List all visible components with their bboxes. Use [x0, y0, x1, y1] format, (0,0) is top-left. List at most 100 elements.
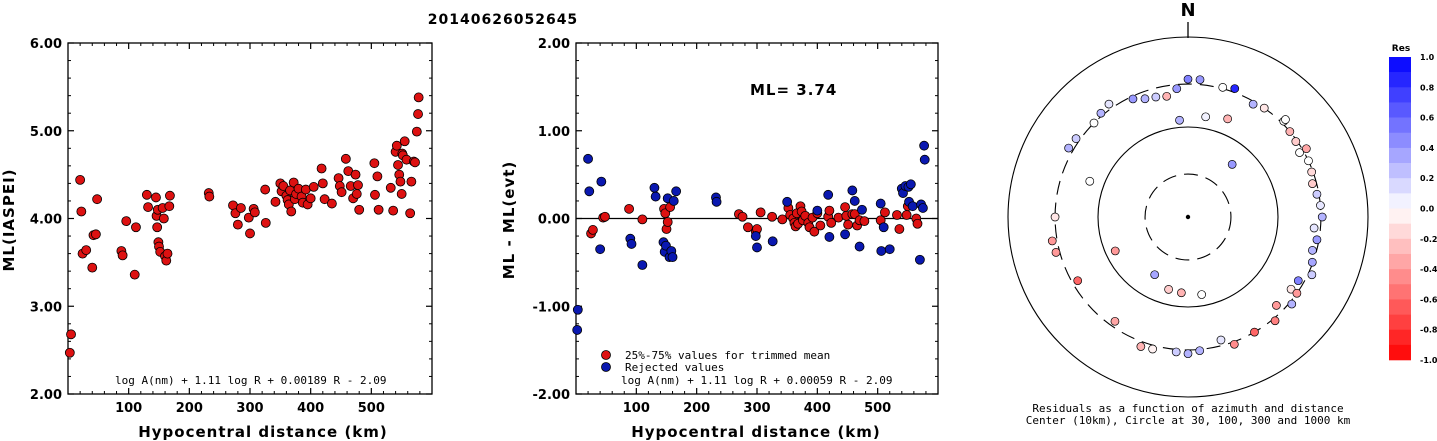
- left-point: [373, 204, 384, 215]
- middle-point-red: [777, 214, 788, 225]
- polar-point: [1148, 344, 1157, 354]
- polar-point: [1071, 134, 1081, 143]
- left-point: [162, 248, 173, 259]
- colorbar-tick-label: 0.2: [1420, 174, 1434, 183]
- polar-point: [1064, 143, 1073, 153]
- left-point: [66, 329, 76, 340]
- left-xlabel: Hypocentral distance (km): [138, 423, 388, 441]
- middle-point-red: [662, 217, 673, 227]
- polar-point: [1291, 137, 1301, 146]
- polar-points: [1047, 74, 1327, 359]
- middle-point-blue: [596, 176, 607, 187]
- legend-label-rejected: Rejected values: [625, 361, 724, 374]
- middle-point-blue: [824, 232, 835, 242]
- middle-point-red: [737, 211, 748, 222]
- left-point: [286, 206, 297, 217]
- left-ytick-label: 6.00: [30, 37, 62, 52]
- colorbar-cells: [1389, 57, 1411, 361]
- colorbar-cell: [1389, 269, 1411, 285]
- middle-point-blue: [583, 153, 593, 164]
- middle-point-blue: [572, 325, 583, 335]
- colorbar-tick-label: -1.0: [1420, 356, 1437, 365]
- left-xtick-label: 100: [115, 401, 142, 416]
- left-point: [372, 171, 383, 182]
- polar-point: [1172, 84, 1182, 94]
- left-point: [353, 180, 363, 191]
- left-point: [151, 192, 161, 203]
- polar-point: [1197, 290, 1207, 299]
- middle-point-red: [840, 202, 850, 212]
- middle-ylabel: ML - ML(evt): [500, 161, 518, 279]
- middle-point-red: [755, 207, 766, 218]
- polar-point: [1316, 201, 1325, 210]
- left-xtick-label: 200: [176, 401, 203, 416]
- colorbar-cell: [1389, 147, 1411, 164]
- colorbar-cell: [1389, 253, 1411, 270]
- left-formula: log A(nm) + 1.11 log R + 0.00189 R - 2.0…: [115, 374, 387, 387]
- middle-point-red: [637, 214, 648, 225]
- middle-point-red: [892, 210, 902, 220]
- middle-point-red: [587, 225, 598, 235]
- left-point: [235, 203, 246, 213]
- polar-caption-line2: Center (10km), Circle at 30, 100, 300 an…: [1026, 414, 1351, 427]
- left-xtick-label: 300: [236, 401, 263, 416]
- polar-point: [1047, 236, 1057, 246]
- middle-point-blue: [626, 239, 637, 249]
- left-point: [152, 222, 163, 233]
- colorbar-cell: [1389, 57, 1411, 73]
- polar-point: [1110, 246, 1120, 256]
- polar-point: [1171, 347, 1181, 357]
- polar-point: [1307, 167, 1317, 177]
- middle-formula: log A(nm) + 1.11 log R + 0.00059 R - 2.0…: [621, 374, 893, 387]
- middle-point-blue: [649, 182, 660, 193]
- middle-xtick-label: 100: [623, 401, 650, 416]
- left-point: [204, 191, 215, 202]
- middle-point-red: [767, 211, 777, 222]
- middle-point-blue: [919, 140, 930, 151]
- left-xtick-label: 500: [358, 401, 385, 416]
- polar-point: [1270, 316, 1280, 326]
- middle-point-blue: [875, 198, 886, 209]
- polar-point: [1177, 288, 1186, 298]
- polar-point: [1164, 285, 1173, 294]
- left-point: [413, 109, 423, 119]
- left-point: [317, 178, 328, 189]
- left-point: [316, 163, 327, 174]
- left-point: [395, 176, 406, 187]
- polar-point: [1259, 103, 1269, 113]
- middle-point-blue: [876, 246, 887, 256]
- middle-xlabel: Hypocentral distance (km): [631, 423, 881, 441]
- colorbar-tick-label: 0.8: [1420, 83, 1435, 92]
- polar-point: [1309, 223, 1319, 233]
- middle-point-blue: [884, 244, 895, 255]
- colorbar-tick-label: -0.4: [1420, 265, 1437, 274]
- polar-point: [1050, 212, 1060, 222]
- middle-ytick-label: 2.00: [538, 37, 570, 52]
- left-point: [76, 206, 87, 217]
- middle-xtick-label: 300: [743, 401, 770, 416]
- center-dot: [1185, 214, 1191, 220]
- left-point: [260, 184, 271, 195]
- left-point: [121, 216, 132, 227]
- colorbar-tick-label: -0.8: [1420, 326, 1437, 335]
- polar-point: [1183, 349, 1193, 359]
- polar-point: [1317, 212, 1327, 222]
- left-ytick-label: 4.00: [30, 213, 62, 228]
- left-point: [158, 213, 169, 224]
- polar-point: [1104, 99, 1114, 109]
- polar-point: [1307, 257, 1317, 267]
- middle-point-blue: [671, 186, 682, 197]
- left-point: [369, 158, 380, 169]
- left-point: [411, 126, 422, 137]
- polar-point: [1089, 118, 1099, 128]
- polar-point: [1073, 276, 1083, 286]
- middle-point-blue: [849, 196, 860, 206]
- polar-point: [1227, 160, 1237, 169]
- middle-scatter-plot: 100 200 300 400 500 -2.00 -1.00 0.00 1.00 2.00 Hy…: [500, 37, 939, 441]
- left-point: [326, 198, 337, 209]
- middle-point-red: [912, 218, 923, 229]
- middle-point-blue: [857, 204, 867, 215]
- middle-point-red: [843, 219, 854, 230]
- legend-marker-rejected: [601, 362, 611, 372]
